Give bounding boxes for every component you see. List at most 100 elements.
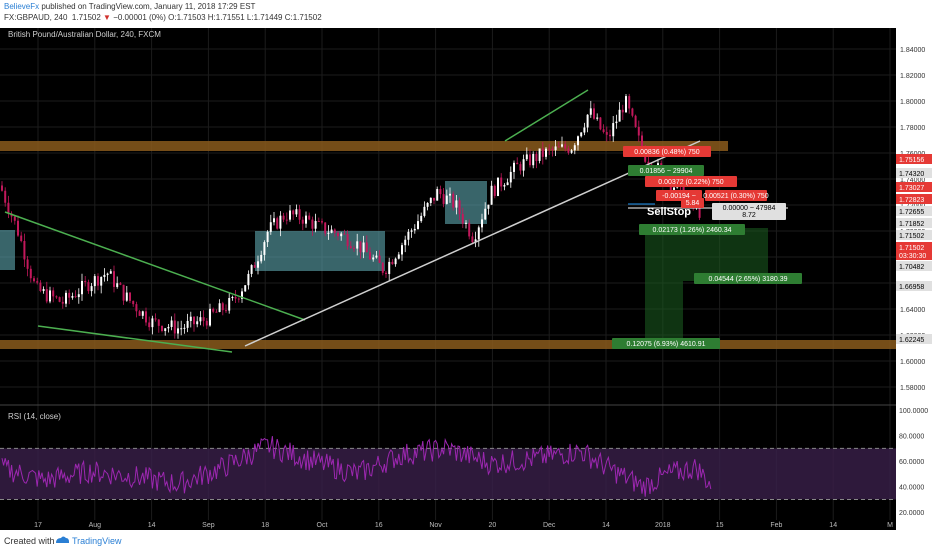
time-tick-label: Dec [543,522,556,529]
annotation-bg [623,146,711,157]
candle-body [90,286,93,292]
candle-body [199,317,202,322]
consolidation-box-left[interactable] [0,230,15,270]
candle-body [301,219,304,224]
annotation-bg [712,203,786,213]
candle-body [449,193,451,196]
candle-body [362,242,365,253]
candle-body [237,298,240,300]
candle-body [349,246,352,249]
candle-body [49,290,51,302]
open-value: 1.71503 [176,13,206,22]
annotation-bg [645,176,737,187]
target-zone-1 [645,228,683,341]
candle-body [269,222,272,232]
candle-body [599,117,602,130]
candle-body [605,132,608,135]
tradingview-brand[interactable]: TradingView [72,536,122,546]
chart-canvas[interactable]: 0.00836 (0.48%) 750 0.01856 ~ 29904 0.0037… [0,28,932,530]
price-label-bg [896,281,932,291]
price-tick-label: 1.60000 [900,359,925,366]
time-tick-label: M [887,522,893,529]
resistance-zone[interactable] [0,141,728,151]
candle-body [442,194,445,204]
chart-area[interactable]: 0.00836 (0.48%) 750 0.01856 ~ 29904 0.0037… [0,28,932,530]
candle-body [333,229,336,233]
rsi-line[interactable] [1,436,712,497]
candle-body [429,197,432,203]
candle-body [228,298,231,311]
candle-body [132,300,135,305]
footer: Created with TradingView [0,531,932,550]
candle-body [205,320,208,326]
time-tick-label: 14 [829,522,837,529]
candle-body [263,242,266,255]
candle-body [602,129,605,133]
target-zone-2 [683,228,768,281]
time-tick-label: 15 [716,522,724,529]
candle-body [609,134,611,137]
candle-body [589,108,592,115]
candle-body [189,316,192,321]
price-tick-label: 1.84000 [900,47,925,54]
author-link[interactable]: BelieveFx [4,2,40,11]
annotation-label: 0.00000 ~ 47984 [723,205,776,212]
ascending-trendline[interactable] [244,140,701,347]
price-label-bg [896,182,932,192]
price-label: 03:30:30 [899,253,926,260]
candle-body [122,284,125,301]
trade-annotations: 0.00836 (0.48%) 750 0.01856 ~ 29904 0.0037… [612,146,802,349]
candle-body [481,219,483,228]
candle-body [218,303,221,313]
time-tick-label: 14 [148,522,156,529]
candle-body [23,240,26,260]
rsi-legend: RSI (14, close) [8,412,61,421]
candle-body [461,213,464,224]
candle-body [583,127,586,133]
candle-body [509,171,512,183]
candle-body [173,320,176,334]
candle-body [439,189,442,195]
candle-body [567,148,570,153]
candle-body [202,317,205,321]
rsi-band [0,448,896,500]
low-label: L: [246,13,254,22]
price-label: 1.71502 [899,245,924,252]
candle-body [490,185,493,205]
support-zone[interactable] [0,340,896,349]
candle-body [353,248,355,250]
candle-body [164,328,167,331]
price-label-bg [896,168,932,178]
candle-body [273,218,275,223]
candle-body [170,320,173,327]
chart-legend: British Pound/Australian Dollar, 240, FX… [8,30,161,39]
descending-trendline-lower[interactable] [37,325,233,353]
candle-body [477,227,480,240]
price-label: 1.66958 [899,284,924,291]
annotation-label: 0.00372 (0.22%) 750 [658,179,723,186]
published-text: published on TradingView.com, January 11… [39,2,256,11]
annotation-bg [612,338,720,349]
candle-body [369,252,371,260]
candle-body [381,262,384,273]
candle-body [612,123,615,137]
annotation-label: 0.01856 ~ 29904 [640,168,693,175]
top-trendline[interactable] [504,89,589,142]
candle-body [317,221,320,223]
candle-body [183,327,186,329]
candle-body [378,255,381,263]
price-label: 1.73027 [899,185,924,192]
candle-body [637,126,640,136]
consolidation-box-mid[interactable] [255,231,385,271]
candle-body [215,311,218,313]
candle-body [551,148,554,151]
candle-body [337,232,339,237]
descending-trendline-upper[interactable] [4,211,306,321]
price-label: 1.74320 [899,171,924,178]
publish-line: BelieveFx published on TradingView.com, … [4,2,255,11]
consolidation-box-right[interactable] [445,181,487,224]
candle-body [84,281,87,283]
candle-body [116,283,119,287]
candle-body [154,318,157,320]
candle-body [346,234,349,247]
